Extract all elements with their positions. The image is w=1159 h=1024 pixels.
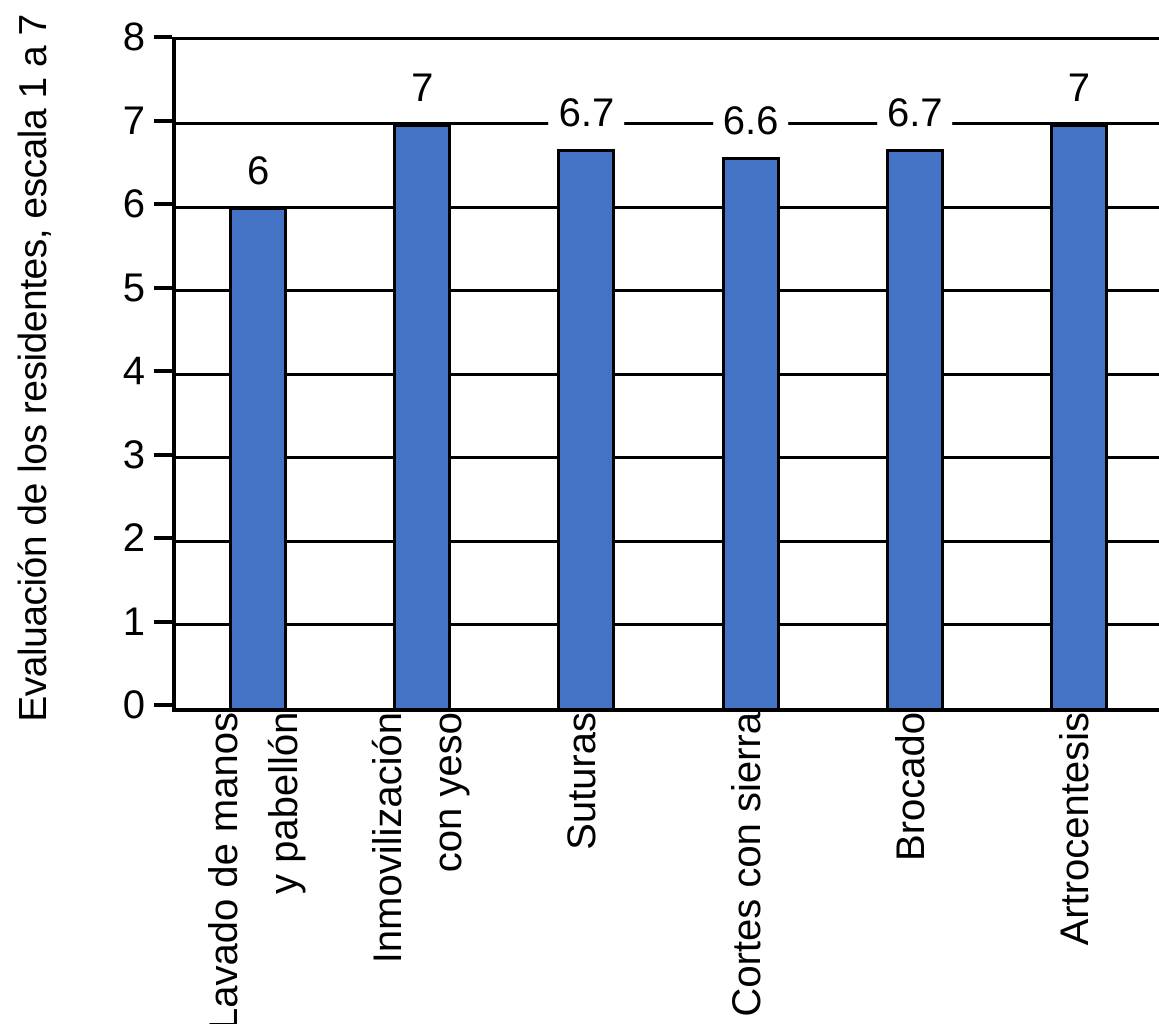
bar bbox=[229, 207, 288, 708]
x-category-label-cell: Cortes con sierra bbox=[665, 712, 829, 1024]
gridline bbox=[176, 289, 1159, 292]
x-category-label: Lavado de manos y pabellón bbox=[202, 712, 307, 1024]
x-category-label-cell: Artrocentesis bbox=[993, 712, 1157, 1024]
bar-value-label: 6.6 bbox=[712, 97, 789, 144]
x-category-label: Cortes con sierra bbox=[724, 712, 769, 1017]
gridline bbox=[176, 623, 1159, 626]
y-axis-tick-mark bbox=[154, 703, 172, 707]
bar bbox=[721, 156, 780, 708]
x-category-label: Artrocentesis bbox=[1052, 712, 1097, 946]
bar bbox=[557, 148, 616, 708]
y-axis-tick-mark bbox=[154, 35, 172, 39]
y-axis-tick-mark bbox=[154, 452, 172, 457]
gridline bbox=[176, 372, 1159, 376]
x-category-label-cell: Brocado bbox=[829, 712, 993, 1024]
x-category-label: Suturas bbox=[560, 712, 605, 850]
gridline bbox=[176, 122, 1159, 125]
y-tick-label: 6 bbox=[122, 182, 145, 226]
y-tick-label: 1 bbox=[122, 599, 145, 644]
y-tick-label: 7 bbox=[122, 98, 145, 143]
y-tick-label: 4 bbox=[122, 349, 145, 393]
y-axis-tick-mark bbox=[154, 202, 172, 206]
x-category-label-cell: Inmovilización con yeso bbox=[336, 712, 500, 1024]
bar-value-label: 6 bbox=[236, 148, 280, 194]
y-axis-tick-mark bbox=[154, 536, 172, 540]
y-axis-tick-mark bbox=[154, 619, 172, 624]
y-axis-title: Evaluación de los residentes, escala 1 a… bbox=[12, 14, 55, 722]
bar-value-label: 6.7 bbox=[548, 89, 625, 136]
bar-value-label: 6.7 bbox=[876, 89, 953, 136]
plot-area: 6 7 6.7 6.6 6.7 7 bbox=[172, 37, 1159, 712]
bar bbox=[1049, 123, 1108, 708]
y-tick-label: 3 bbox=[122, 432, 145, 477]
gridline bbox=[176, 539, 1159, 543]
bar bbox=[393, 123, 452, 708]
y-tick-label: 2 bbox=[122, 516, 145, 560]
x-category-label-cell: Lavado de manos y pabellón bbox=[172, 712, 336, 1024]
y-tick-label: 0 bbox=[122, 683, 145, 727]
gridline bbox=[176, 205, 1159, 209]
x-category-label: Brocado bbox=[888, 712, 933, 861]
x-category-label-cell: Suturas bbox=[500, 712, 664, 1024]
x-category-label: Inmovilización con yeso bbox=[366, 712, 471, 964]
y-axis-tick-mark bbox=[154, 369, 172, 373]
bar-value-label: 7 bbox=[401, 64, 444, 111]
gridline bbox=[176, 456, 1159, 459]
y-tick-label: 8 bbox=[122, 15, 145, 59]
y-axis-tick-mark bbox=[154, 285, 172, 290]
bar-value-label: 7 bbox=[1057, 64, 1101, 111]
y-tick-label: 5 bbox=[122, 265, 145, 310]
bar bbox=[885, 148, 944, 708]
y-axis-tick-mark bbox=[154, 118, 172, 123]
